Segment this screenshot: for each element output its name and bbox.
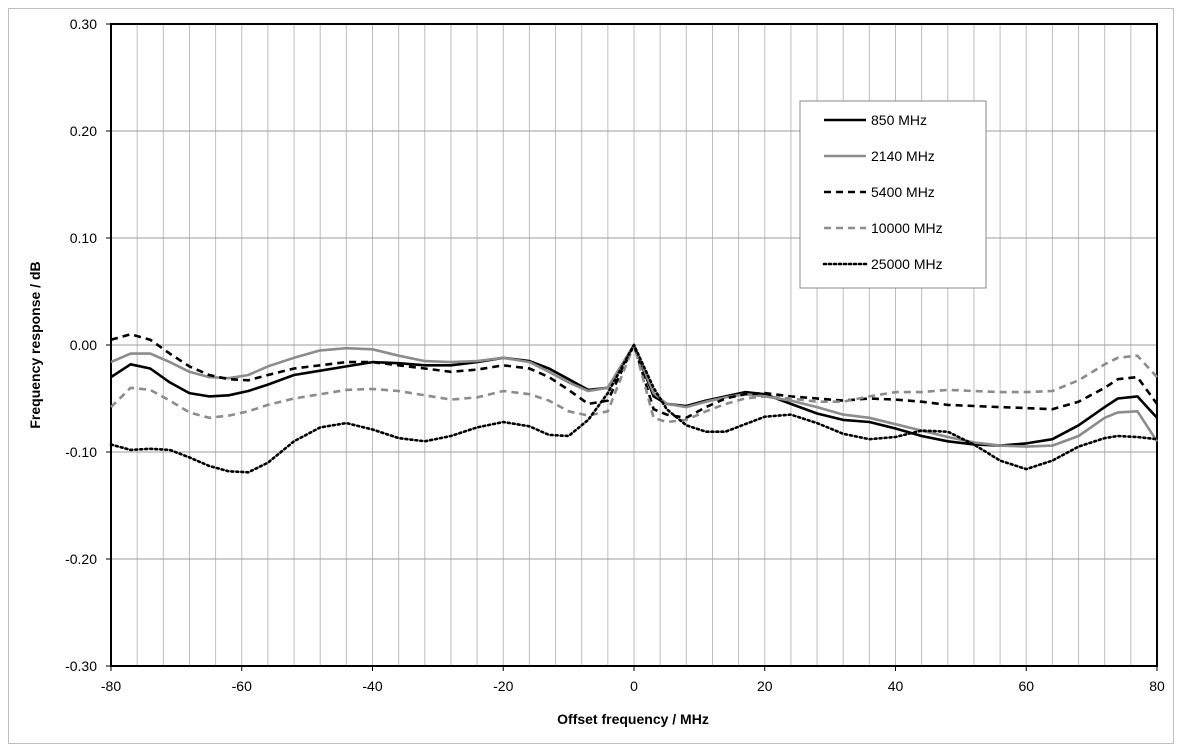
y-tick-labels: 0.30 0.20 0.10 0.00 -0.10 -0.20 -0.30 [65,16,111,674]
x-tick-labels: -80 -60 -40 -20 0 20 40 60 80 [101,666,1165,694]
x-tick-label: -20 [493,678,513,694]
y-tick-label: 0.30 [70,16,97,32]
y-tick-label: -0.20 [65,551,97,567]
y-tick-label: 0.00 [70,337,97,353]
y-tick-label: 0.10 [70,230,97,246]
legend-label: 25000 MHz [871,256,943,272]
x-tick-label: 40 [888,678,904,694]
legend-label: 850 MHz [871,112,927,128]
legend: 850 MHz 2140 MHz 5400 MHz 10000 MHz 25000 MH… [799,100,987,289]
x-axis-title: Offset frequency / MHz [557,711,709,727]
legend-label: 2140 MHz [871,148,935,164]
legend-label: 10000 MHz [871,220,943,236]
x-tick-label: 60 [1018,678,1034,694]
series-layer [109,333,1159,474]
y-tick-label: -0.10 [65,444,97,460]
x-tick-label: -80 [101,678,121,694]
series-line-25000-mhz [109,343,1159,474]
x-tick-label: -40 [362,678,382,694]
legend-box [799,100,987,289]
legend-label: 5400 MHz [871,184,935,200]
y-axis-title: Frequency response / dB [27,261,43,428]
x-tick-label: 80 [1149,678,1165,694]
x-tick-label: -60 [232,678,252,694]
x-tick-label: 20 [757,678,773,694]
y-tick-label: 0.20 [70,123,97,139]
x-tick-label: 0 [630,678,638,694]
y-tick-label: -0.30 [65,658,97,674]
series-line-5400-mhz [110,333,1159,420]
